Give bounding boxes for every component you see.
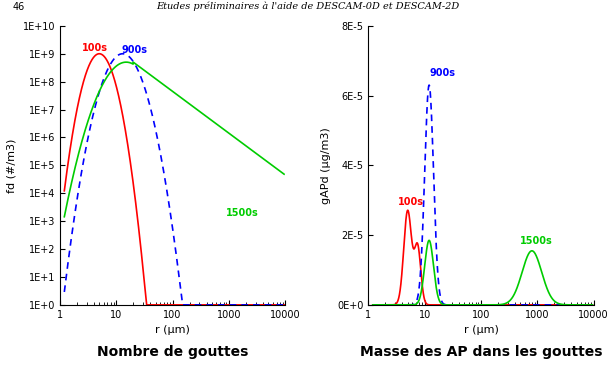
Y-axis label: gAPd (μg/m3): gAPd (μg/m3) bbox=[322, 127, 331, 204]
Text: 900s: 900s bbox=[429, 68, 455, 78]
Text: Masse des AP dans les gouttes: Masse des AP dans les gouttes bbox=[360, 345, 602, 359]
Text: 900s: 900s bbox=[122, 45, 148, 55]
X-axis label: r (μm): r (μm) bbox=[155, 325, 190, 335]
Text: Etudes préliminaires à l'aide de DESCAM-0D et DESCAM-2D: Etudes préliminaires à l'aide de DESCAM-… bbox=[156, 2, 460, 12]
X-axis label: r (μm): r (μm) bbox=[464, 325, 498, 335]
Text: Nombre de gouttes: Nombre de gouttes bbox=[97, 345, 248, 359]
Text: 1500s: 1500s bbox=[521, 236, 553, 246]
Text: 100s: 100s bbox=[397, 198, 423, 208]
Text: 1500s: 1500s bbox=[227, 208, 259, 218]
Y-axis label: fd (#/m3): fd (#/m3) bbox=[7, 138, 17, 193]
Text: 100s: 100s bbox=[82, 42, 108, 52]
Text: 46: 46 bbox=[12, 2, 25, 12]
